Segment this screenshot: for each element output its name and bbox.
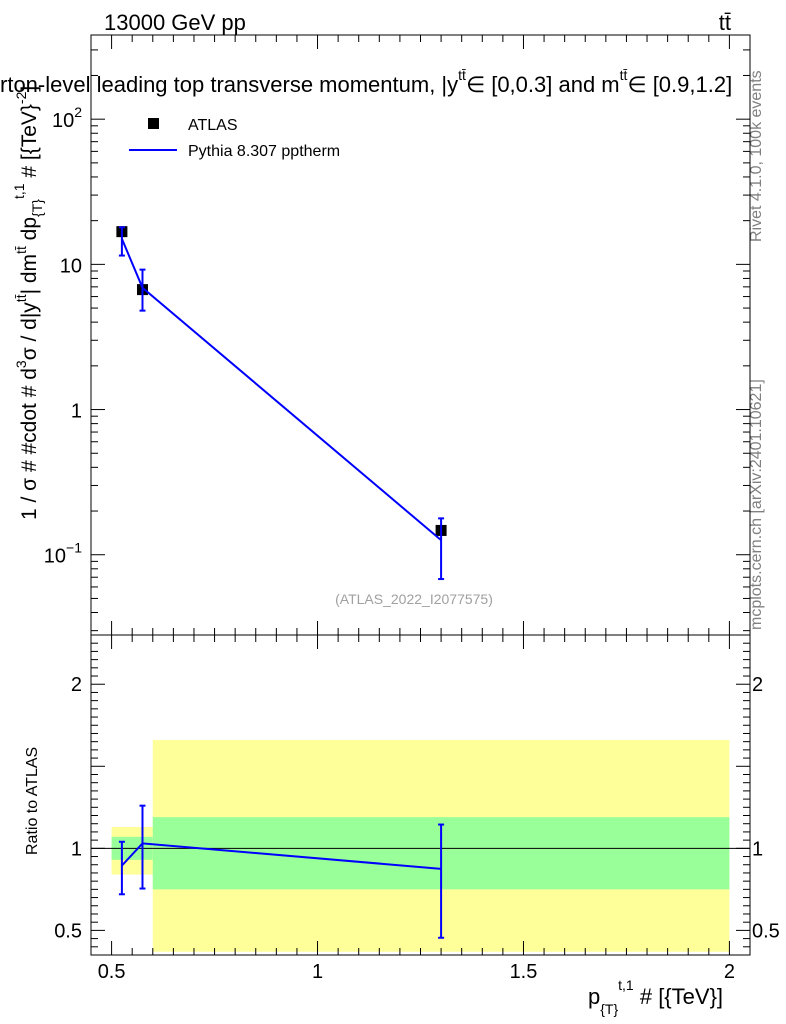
ratio-y-tick-label: 1 — [71, 838, 82, 860]
energy-label: 13000 GeV pp — [104, 10, 246, 35]
rivet-version-label: Rivet 4.1.0, 100k events — [748, 70, 765, 242]
ratio-y-tick-label-right: 1 — [752, 838, 763, 860]
x-tick-label: 1.5 — [510, 961, 538, 983]
ratio-frame — [90, 634, 751, 956]
main-y-tick-label: 102 — [52, 104, 82, 132]
x-tick-label: 2 — [724, 961, 735, 983]
process-label: tt̄ — [719, 10, 731, 35]
legend-atlas-label: ATLAS — [188, 117, 238, 134]
main-title: rton-level leading top transverse moment… — [0, 67, 732, 97]
ratio-panel: 0.5 1 1.5 2 0.5 0.5 1 1 2 2 Ratio to ATLAS p{T}t,… — [24, 634, 780, 1017]
main-y-tick-label: 1 — [71, 401, 82, 423]
x-axis-label: p{T}t,1 # [{TeV}] — [588, 977, 723, 1017]
ratio-series-line — [121, 842, 442, 870]
ratio-y-tick-label-right: 2 — [752, 674, 763, 696]
main-axis-ticks: 10−1 1 10 102 — [44, 35, 751, 635]
ratio-series — [118, 804, 445, 939]
legend-atlas-marker — [148, 118, 159, 129]
analysis-watermark: (ATLAS_2022_I2077575) — [335, 591, 493, 607]
legend: ATLAS Pythia 8.307 pptherm — [129, 117, 340, 160]
ratio-bands — [91, 740, 750, 952]
x-tick-label: 0.5 — [98, 961, 126, 983]
ratio-y-tick-label-right: 0.5 — [752, 920, 780, 942]
main-y-tick-label: 10−1 — [44, 540, 82, 568]
main-y-axis-label: 1 / σ # #cdot # d3σ / d|ytt̄| dmtt̄ dp{T… — [11, 86, 45, 520]
main-panel: 10−1 1 10 102 rton-level leading top transv… — [0, 34, 751, 636]
ratio-y-tick-label: 0.5 — [54, 920, 82, 942]
legend-pythia-label: Pythia 8.307 pptherm — [188, 143, 340, 160]
pythia-series-line — [120, 238, 442, 541]
main-y-tick-label: 10 — [60, 255, 82, 277]
x-tick-label: 1 — [312, 961, 323, 983]
ratio-y-axis-label: Ratio to ATLAS — [24, 747, 41, 855]
ratio-y-tick-label: 2 — [71, 674, 82, 696]
main-series — [116, 226, 447, 581]
ratio-axis-ticks: 0.5 1 1.5 2 0.5 0.5 1 1 2 2 — [54, 634, 780, 983]
mcplots-label: mcplots.cern.ch [arXiv:2401.10621] — [748, 379, 765, 630]
